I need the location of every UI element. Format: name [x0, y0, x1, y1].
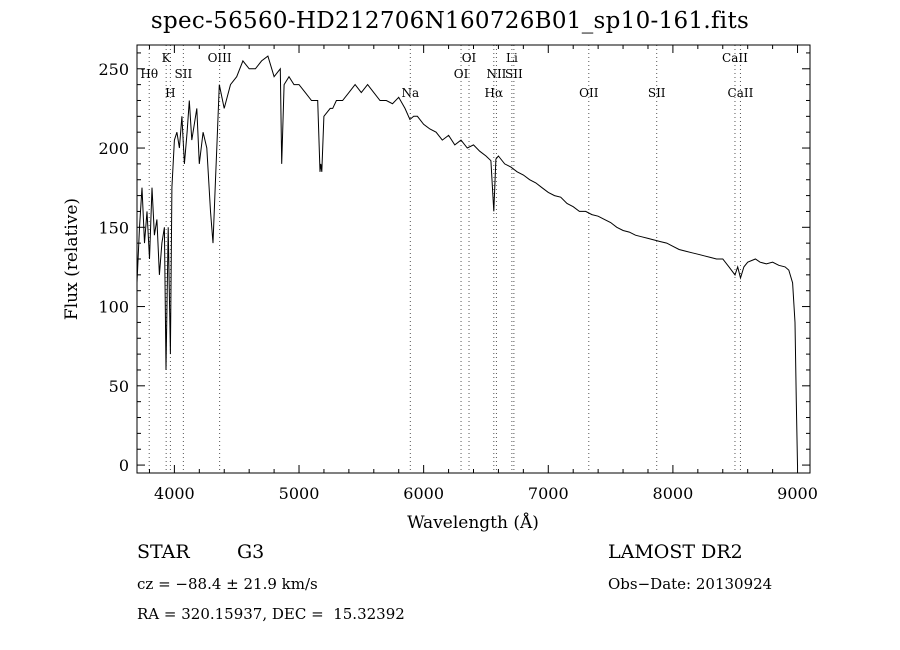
x-tick-label: 9000 — [777, 484, 818, 503]
object-subclass: G3 — [237, 541, 265, 563]
line-label: H — [165, 86, 175, 100]
line-label: OI — [454, 67, 469, 81]
line-label: OII — [579, 86, 599, 100]
line-label: OIII — [208, 51, 232, 65]
x-tick-label: 8000 — [653, 484, 694, 503]
x-tick-label: 7000 — [528, 484, 569, 503]
sky-coordinates: RA = 320.15937, DEC = 15.32392 — [137, 605, 405, 623]
x-axis-ticks: 4000 5000 6000 7000 8000 9000 — [148, 45, 818, 503]
object-class: STAR — [137, 541, 190, 563]
redshift-cz: cz = −88.4 ± 21.9 km/s — [137, 575, 318, 593]
x-tick-label: 5000 — [279, 484, 320, 503]
y-tick-label: 150 — [98, 218, 129, 237]
line-label: CaII — [728, 86, 754, 100]
y-axis-ticks: 0 50 100 150 200 250 — [98, 52, 810, 475]
line-label: Hα — [485, 86, 504, 100]
y-tick-label: 0 — [119, 456, 129, 475]
y-tick-label: 50 — [109, 377, 129, 396]
y-tick-label: 100 — [98, 298, 129, 317]
spectrum-series-line — [136, 55, 798, 466]
y-tick-label: 250 — [98, 60, 129, 79]
x-tick-label: 6000 — [403, 484, 444, 503]
line-label: Hθ — [140, 67, 158, 81]
plot-frame — [136, 44, 811, 474]
y-tick-label: 200 — [98, 139, 129, 158]
line-label: CaII — [722, 51, 748, 65]
line-label: NII — [486, 67, 506, 81]
line-label: K — [162, 51, 172, 65]
line-label: SII — [648, 86, 666, 100]
line-label: SII — [505, 67, 523, 81]
y-axis-label: Flux (relative) — [62, 198, 82, 320]
line-label: Li — [506, 51, 518, 65]
line-label: Na — [401, 86, 419, 100]
line-label: OI — [462, 51, 477, 65]
line-label: SII — [175, 67, 193, 81]
x-axis-label: Wavelength (Å) — [407, 512, 539, 533]
emission-line-markers — [148, 45, 741, 473]
observation-date: Obs−Date: 20130924 — [608, 575, 773, 593]
survey-name: LAMOST DR2 — [608, 541, 743, 563]
chart-title: spec-56560-HD212706N160726B01_sp10-161.f… — [150, 8, 750, 34]
x-tick-label: 4000 — [154, 484, 195, 503]
